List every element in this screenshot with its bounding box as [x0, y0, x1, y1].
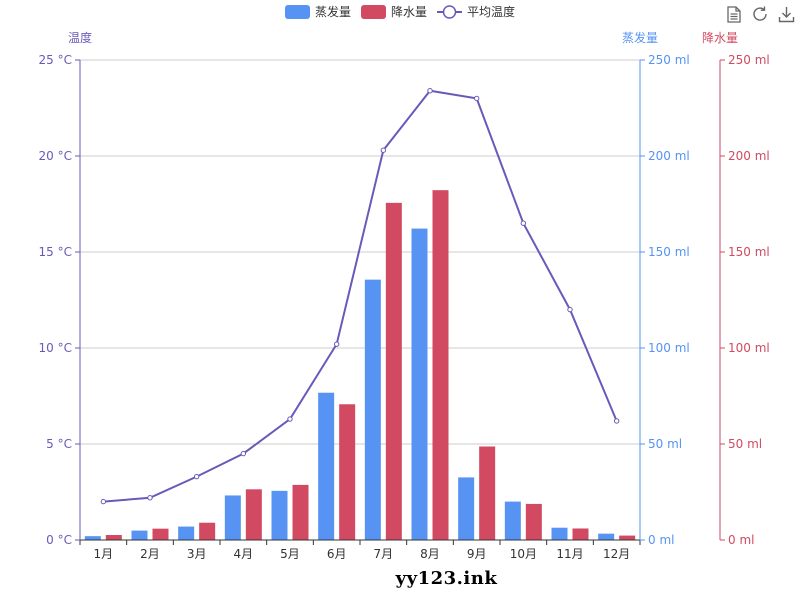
bar-precipitation[interactable] — [105, 535, 122, 540]
line-point[interactable] — [240, 450, 247, 457]
legend-swatch — [285, 5, 310, 19]
y-tick-label: 20 °C — [39, 149, 72, 163]
restore-button[interactable] — [751, 5, 769, 23]
bar-precipitation[interactable] — [245, 489, 262, 540]
y-tick-label: 0 ml — [648, 533, 674, 547]
x-tick-label: 2月 — [140, 547, 160, 561]
y-tick-label: 150 ml — [648, 245, 690, 259]
legend-label: 降水量 — [391, 5, 427, 19]
bar-evaporation[interactable] — [318, 392, 335, 540]
x-tick-label: 7月 — [374, 547, 394, 561]
axes: 1月 2月 3月 4月 5月 6月 7月 8月 9月 10月 11月 12月 0 °C 5 °C 10 °C… — [39, 30, 770, 561]
legend[interactable]: 蒸发量 降水量 平均温度 — [285, 4, 515, 19]
bar-precipitation[interactable] — [199, 522, 216, 540]
bar-evaporation[interactable] — [131, 530, 148, 540]
save-image-icon — [778, 6, 794, 22]
grid-lines — [80, 59, 640, 541]
save-image-button[interactable] — [777, 5, 795, 23]
bar-evaporation[interactable] — [504, 501, 521, 540]
bar-precipitation[interactable] — [292, 484, 309, 540]
bar-precipitation[interactable] — [572, 528, 589, 540]
line-point[interactable] — [567, 306, 573, 313]
bar-precipitation[interactable] — [619, 535, 636, 540]
bar-precipitation[interactable] — [432, 190, 449, 540]
bar-precipitation[interactable] — [152, 528, 169, 540]
line-path — [103, 89, 618, 503]
line-point[interactable] — [333, 341, 340, 347]
bar-evaporation[interactable] — [271, 490, 288, 540]
x-tick-label: 4月 — [234, 547, 254, 561]
y-tick-label: 100 ml — [648, 341, 690, 355]
line-point[interactable] — [147, 495, 153, 501]
data-view-icon — [727, 5, 741, 23]
legend-item[interactable]: 蒸发量 — [285, 4, 351, 19]
x-tick-label: 1月 — [94, 547, 114, 561]
x-tick-label: 12月 — [603, 547, 630, 561]
watermark: yy123.ink — [395, 568, 498, 589]
legend-item[interactable]: 降水量 — [361, 5, 427, 19]
line-point[interactable] — [287, 416, 293, 422]
bar-precipitation[interactable] — [385, 202, 402, 540]
bar-precipitation[interactable] — [339, 404, 356, 540]
y-tick-label: 5 °C — [46, 437, 72, 451]
y-tick-label: 200 ml — [648, 149, 690, 163]
bars — [84, 190, 636, 541]
legend-item[interactable]: 平均温度 — [437, 4, 515, 19]
y-tick-label: 10 °C — [39, 341, 72, 355]
y-tick-label: 0 ml — [728, 533, 754, 547]
bar-evaporation[interactable] — [598, 533, 615, 540]
y-tick-label: 50 ml — [728, 437, 762, 451]
x-tick-label: 3月 — [187, 547, 207, 561]
y-axis-name: 蒸发量 — [622, 30, 658, 45]
bar-precipitation[interactable] — [525, 503, 542, 540]
x-tick-label: 11月 — [556, 547, 583, 561]
legend-label: 平均温度 — [467, 4, 515, 19]
data-view-button[interactable] — [725, 5, 743, 23]
bar-precipitation[interactable] — [479, 446, 496, 540]
y-tick-label: 150 ml — [728, 245, 770, 259]
bar-evaporation[interactable] — [224, 495, 241, 540]
bar-evaporation[interactable] — [411, 228, 428, 541]
y-tick-label: 200 ml — [728, 149, 770, 163]
y-tick-label: 0 °C — [46, 533, 72, 547]
toolbox — [725, 5, 795, 23]
line-point[interactable] — [380, 147, 387, 153]
y-tick-label: 100 ml — [728, 341, 770, 355]
line-point[interactable] — [100, 498, 107, 505]
x-tick-label: 6月 — [327, 547, 347, 561]
y-tick-label: 15 °C — [39, 245, 72, 259]
restore-icon — [753, 6, 767, 21]
y-tick-label: 250 ml — [728, 53, 770, 67]
legend-swatch — [361, 5, 386, 19]
y-axis-name: 降水量 — [702, 31, 738, 45]
line-point[interactable] — [473, 95, 480, 102]
y-tick-label: 250 ml — [648, 53, 690, 67]
bar-evaporation[interactable] — [364, 279, 381, 540]
y-tick-label: 50 ml — [648, 437, 682, 451]
line-point[interactable] — [613, 418, 620, 424]
bar-evaporation[interactable] — [551, 527, 568, 540]
x-tick-label: 9月 — [467, 547, 487, 561]
temperature-line — [100, 88, 620, 505]
y-tick-label: 25 °C — [39, 53, 72, 67]
line-point[interactable] — [427, 88, 433, 94]
line-point[interactable] — [520, 220, 527, 226]
x-tick-label: 10月 — [510, 547, 537, 561]
bar-evaporation[interactable] — [84, 536, 101, 540]
line-point[interactable] — [193, 473, 200, 480]
bar-evaporation[interactable] — [458, 477, 475, 540]
y-axis-name: 温度 — [68, 30, 92, 45]
x-tick-label: 8月 — [420, 547, 440, 561]
x-tick-label: 5月 — [280, 547, 300, 561]
bar-evaporation[interactable] — [178, 526, 195, 540]
legend-marker — [442, 5, 457, 19]
legend-label: 蒸发量 — [315, 4, 351, 19]
